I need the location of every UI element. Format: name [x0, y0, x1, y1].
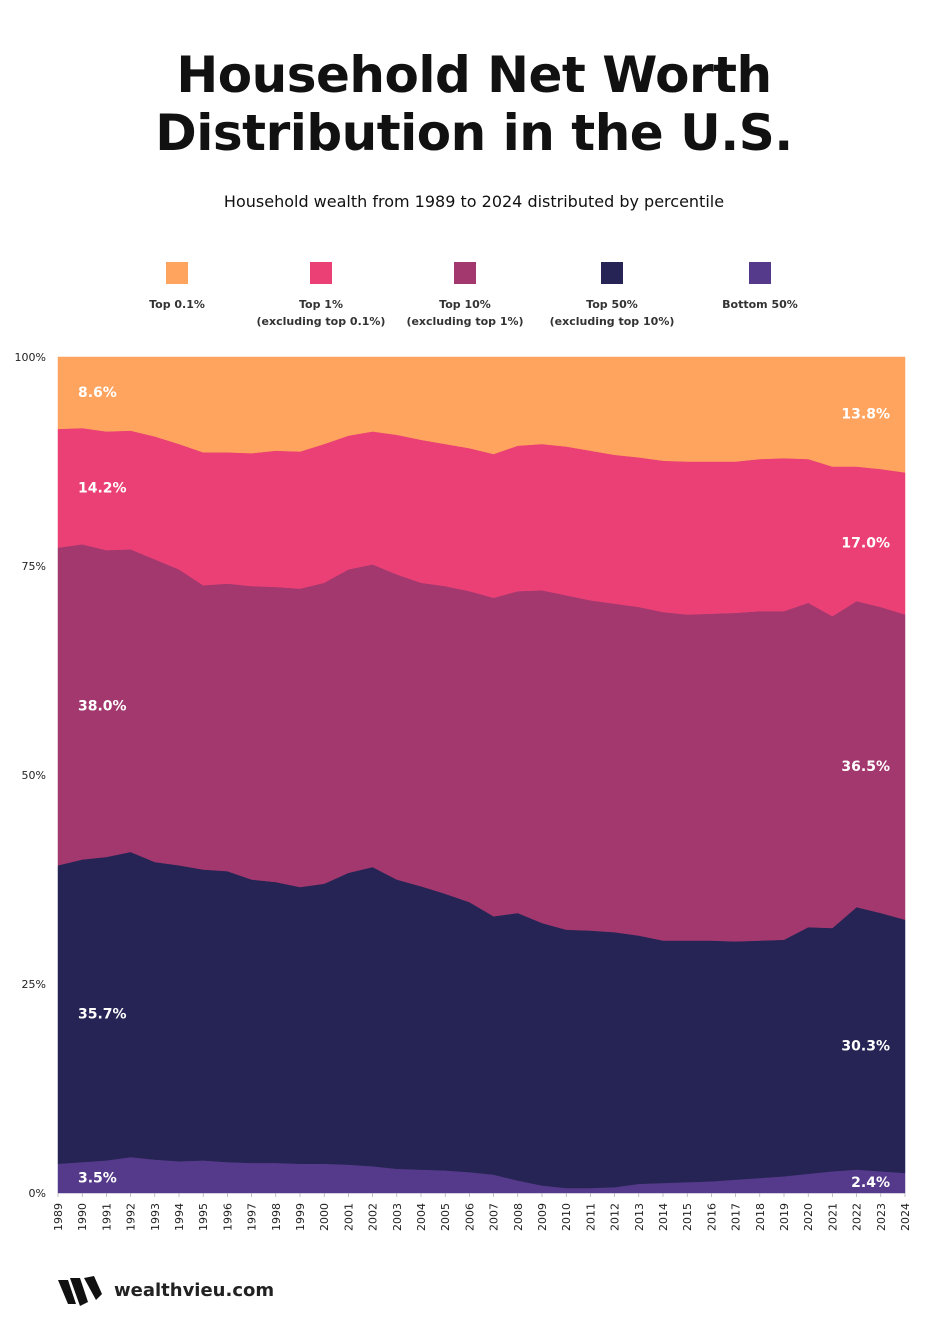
x-tick-label: 1996 — [221, 1203, 234, 1231]
chart-subtitle: Household wealth from 1989 to 2024 distr… — [223, 192, 725, 211]
x-tick-label: 2011 — [584, 1203, 597, 1231]
value-label: 8.6% — [78, 385, 117, 401]
x-tick-label: 2016 — [705, 1203, 718, 1231]
legend-item: Top 0.1% — [97, 262, 257, 313]
x-tick-label: 2023 — [875, 1203, 888, 1231]
x-tick-label: 2008 — [512, 1203, 525, 1231]
value-label: 2.4% — [851, 1175, 890, 1191]
x-tick-label: 2024 — [899, 1203, 912, 1231]
chart-title: Household Net Worth Distribution in the … — [155, 46, 793, 162]
y-tick-label: 25% — [22, 978, 46, 991]
x-tick-label: 1998 — [270, 1203, 283, 1231]
value-label: 14.2% — [78, 480, 127, 496]
y-tick-label: 50% — [22, 769, 46, 782]
x-tick-label: 2017 — [730, 1203, 743, 1231]
value-label: 38.0% — [78, 698, 127, 714]
areas — [57, 356, 906, 1194]
footer-brand: wealthvieu.com — [114, 1280, 275, 1301]
x-tick-label: 1992 — [125, 1203, 138, 1231]
value-label: 35.7% — [78, 1007, 127, 1023]
x-tick-label: 1994 — [173, 1203, 186, 1231]
y-tick-label: 0% — [29, 1187, 46, 1200]
legend-label: Top 50% (excluding top 10%) — [549, 298, 675, 328]
legend-label: Top 1% (excluding top 0.1%) — [256, 298, 386, 328]
legend-item: Top 50% (excluding top 10%) — [532, 262, 692, 330]
y-tick-label: 75% — [22, 560, 46, 573]
x-tick-label: 2004 — [415, 1203, 428, 1231]
legend-item: Top 1% (excluding top 0.1%) — [241, 262, 401, 330]
x-tick-label: 2001 — [342, 1203, 355, 1231]
x-tick-label: 2012 — [609, 1203, 622, 1231]
x-tick-label: 1990 — [76, 1203, 89, 1231]
x-tick-label: 2009 — [536, 1203, 549, 1231]
x-tick-label: 2006 — [463, 1203, 476, 1231]
legend-label: Top 0.1% — [149, 298, 205, 311]
x-tick-label: 1995 — [197, 1203, 210, 1231]
x-tick-label: 1991 — [100, 1203, 113, 1231]
x-tick-label: 2014 — [657, 1203, 670, 1231]
legend-label: Bottom 50% — [722, 298, 798, 311]
value-label: 3.5% — [78, 1170, 117, 1186]
logo — [58, 1276, 102, 1306]
x-tick-label: 2019 — [778, 1203, 791, 1231]
x-tick-label: 1999 — [294, 1203, 307, 1231]
x-tick-label: 2007 — [488, 1203, 501, 1231]
legend-item: Top 10% (excluding top 1%) — [385, 262, 545, 330]
legend-label: Top 10% (excluding top 1%) — [406, 298, 524, 328]
x-tick-label: 2010 — [560, 1203, 573, 1231]
x-tick-label: 2013 — [633, 1203, 646, 1231]
x-tick-label: 2002 — [367, 1203, 380, 1231]
legend-swatch — [601, 262, 623, 284]
legend-swatch — [454, 262, 476, 284]
value-label: 30.3% — [841, 1038, 890, 1054]
legend-item: Bottom 50% — [680, 262, 840, 313]
area — [57, 356, 906, 473]
x-tick-label: 2020 — [802, 1203, 815, 1231]
x-tick-label: 1989 — [52, 1203, 65, 1231]
x-tick-label: 2005 — [439, 1203, 452, 1231]
value-label: 13.8% — [841, 407, 890, 423]
legend-swatch — [749, 262, 771, 284]
x-tick-label: 2021 — [826, 1203, 839, 1231]
x-tick-label: 2018 — [754, 1203, 767, 1231]
x-tick-label: 2000 — [318, 1203, 331, 1231]
x-tick-label: 1997 — [246, 1203, 259, 1231]
x-tick-label: 1993 — [149, 1203, 162, 1231]
x-tick-label: 2022 — [851, 1203, 864, 1231]
x-tick-label: 2003 — [391, 1203, 404, 1231]
x-tick-label: 2015 — [681, 1203, 694, 1231]
y-tick-label: 100% — [15, 351, 46, 364]
value-label: 17.0% — [841, 535, 890, 551]
legend-swatch — [310, 262, 332, 284]
value-label: 36.5% — [841, 759, 890, 775]
legend-swatch — [166, 262, 188, 284]
